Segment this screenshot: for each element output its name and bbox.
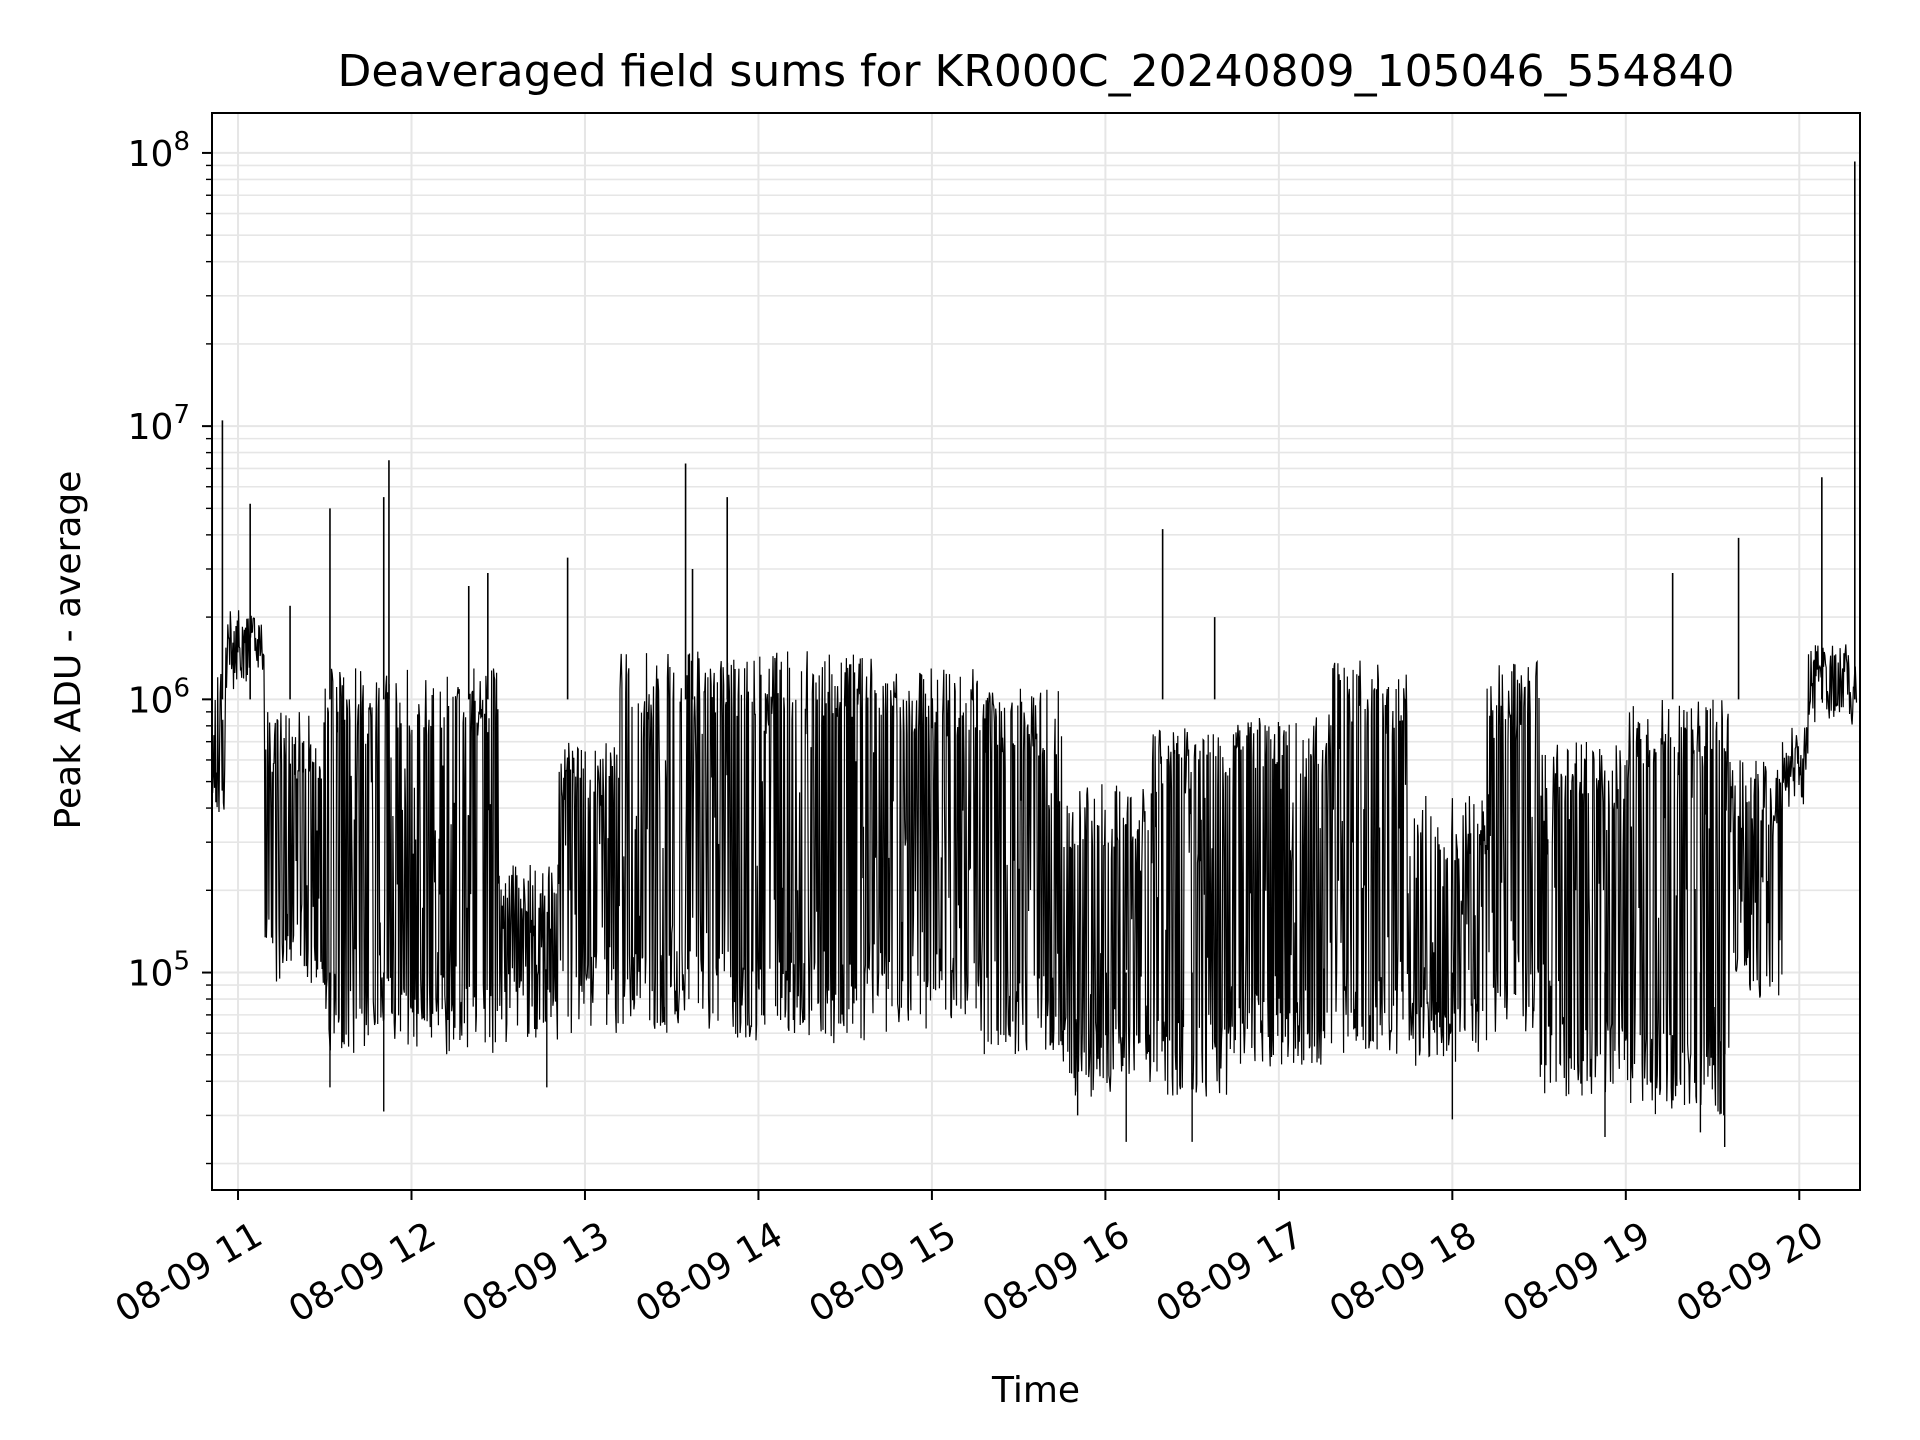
y-tick-label: 106 [128, 673, 190, 721]
chart-title: Deaveraged field sums for KR000C_2024080… [338, 46, 1735, 97]
series [211, 161, 1858, 1147]
plot-frame [211, 112, 1861, 1191]
y-tick-label: 105 [128, 947, 190, 995]
y-tick-label: 108 [128, 127, 190, 175]
y-axis-label: Peak ADU - average [48, 471, 89, 830]
y-tick-label: 107 [128, 400, 190, 448]
series-line [211, 610, 1858, 1116]
x-axis-label: Time [991, 1370, 1080, 1411]
